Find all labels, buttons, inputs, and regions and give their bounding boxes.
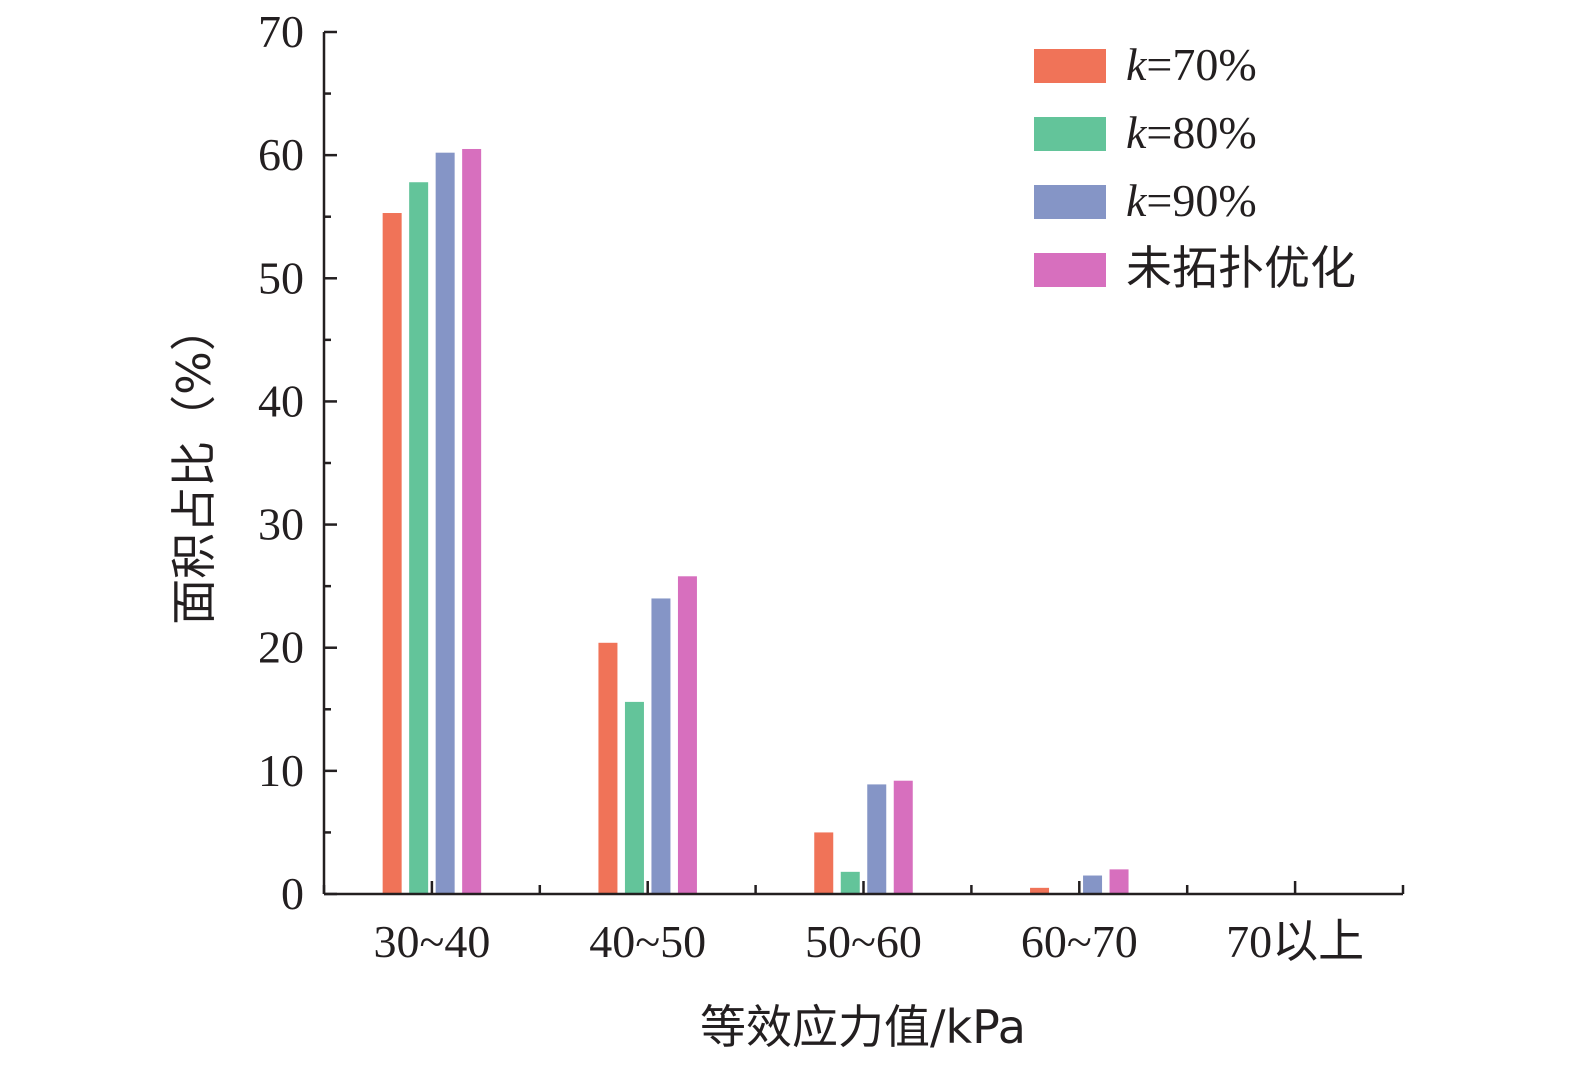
legend-label-3: k=90% [1126, 175, 1257, 226]
bar-4-4 [1109, 869, 1129, 894]
bars-layer [382, 148, 1129, 895]
x-axis-title: 等效应力值/kPa [700, 1000, 1026, 1054]
bar-1-4 [1030, 887, 1050, 894]
y-tick-label: 40 [258, 375, 304, 426]
x-tick-label: 70以上 [1226, 916, 1364, 967]
bar-2-3 [840, 871, 860, 894]
legend-label-1: k=70% [1126, 39, 1257, 90]
x-tick-label: 60~70 [1021, 916, 1138, 967]
bar-3-2 [651, 598, 671, 894]
legend-label-4: 未拓扑优化 [1126, 243, 1356, 294]
bar-1-2 [598, 642, 618, 894]
legend-label-2: k=80% [1126, 107, 1257, 158]
bar-1-1 [382, 213, 402, 894]
legend: k=70% k=80% k=90% 未拓扑优化 [1034, 39, 1356, 294]
y-tick-label: 60 [258, 129, 304, 180]
bar-3-4 [1083, 875, 1103, 894]
x-tick-label: 30~40 [373, 916, 490, 967]
bar-4-3 [893, 780, 913, 894]
bar-2-1 [409, 182, 429, 895]
x-tick-label: 40~50 [589, 916, 706, 967]
y-tick-label: 20 [258, 622, 304, 673]
axes-layer [322, 32, 1403, 896]
y-tick-label: 70 [258, 6, 304, 57]
bar-4-2 [677, 576, 697, 894]
legend-swatch-3 [1034, 185, 1106, 219]
bar-4-1 [462, 148, 482, 894]
bar-2-2 [624, 701, 644, 894]
ticks-layer: 0 10 20 30 40 50 60 70 30~40 40~50 50~60 60~70 70以上 [258, 6, 1405, 967]
bar-3-1 [435, 152, 455, 894]
bar-1-3 [814, 832, 834, 894]
y-tick-label: 10 [258, 745, 304, 796]
y-tick-label: 0 [281, 868, 304, 919]
bar-3-3 [867, 784, 887, 894]
y-tick-label: 30 [258, 499, 304, 550]
y-tick-label: 50 [258, 252, 304, 303]
legend-swatch-1 [1034, 49, 1106, 83]
legend-swatch-4 [1034, 253, 1106, 287]
x-tick-label: 50~60 [805, 916, 922, 967]
y-axis-title: 面积占比（%） [167, 305, 221, 625]
legend-swatch-2 [1034, 117, 1106, 151]
